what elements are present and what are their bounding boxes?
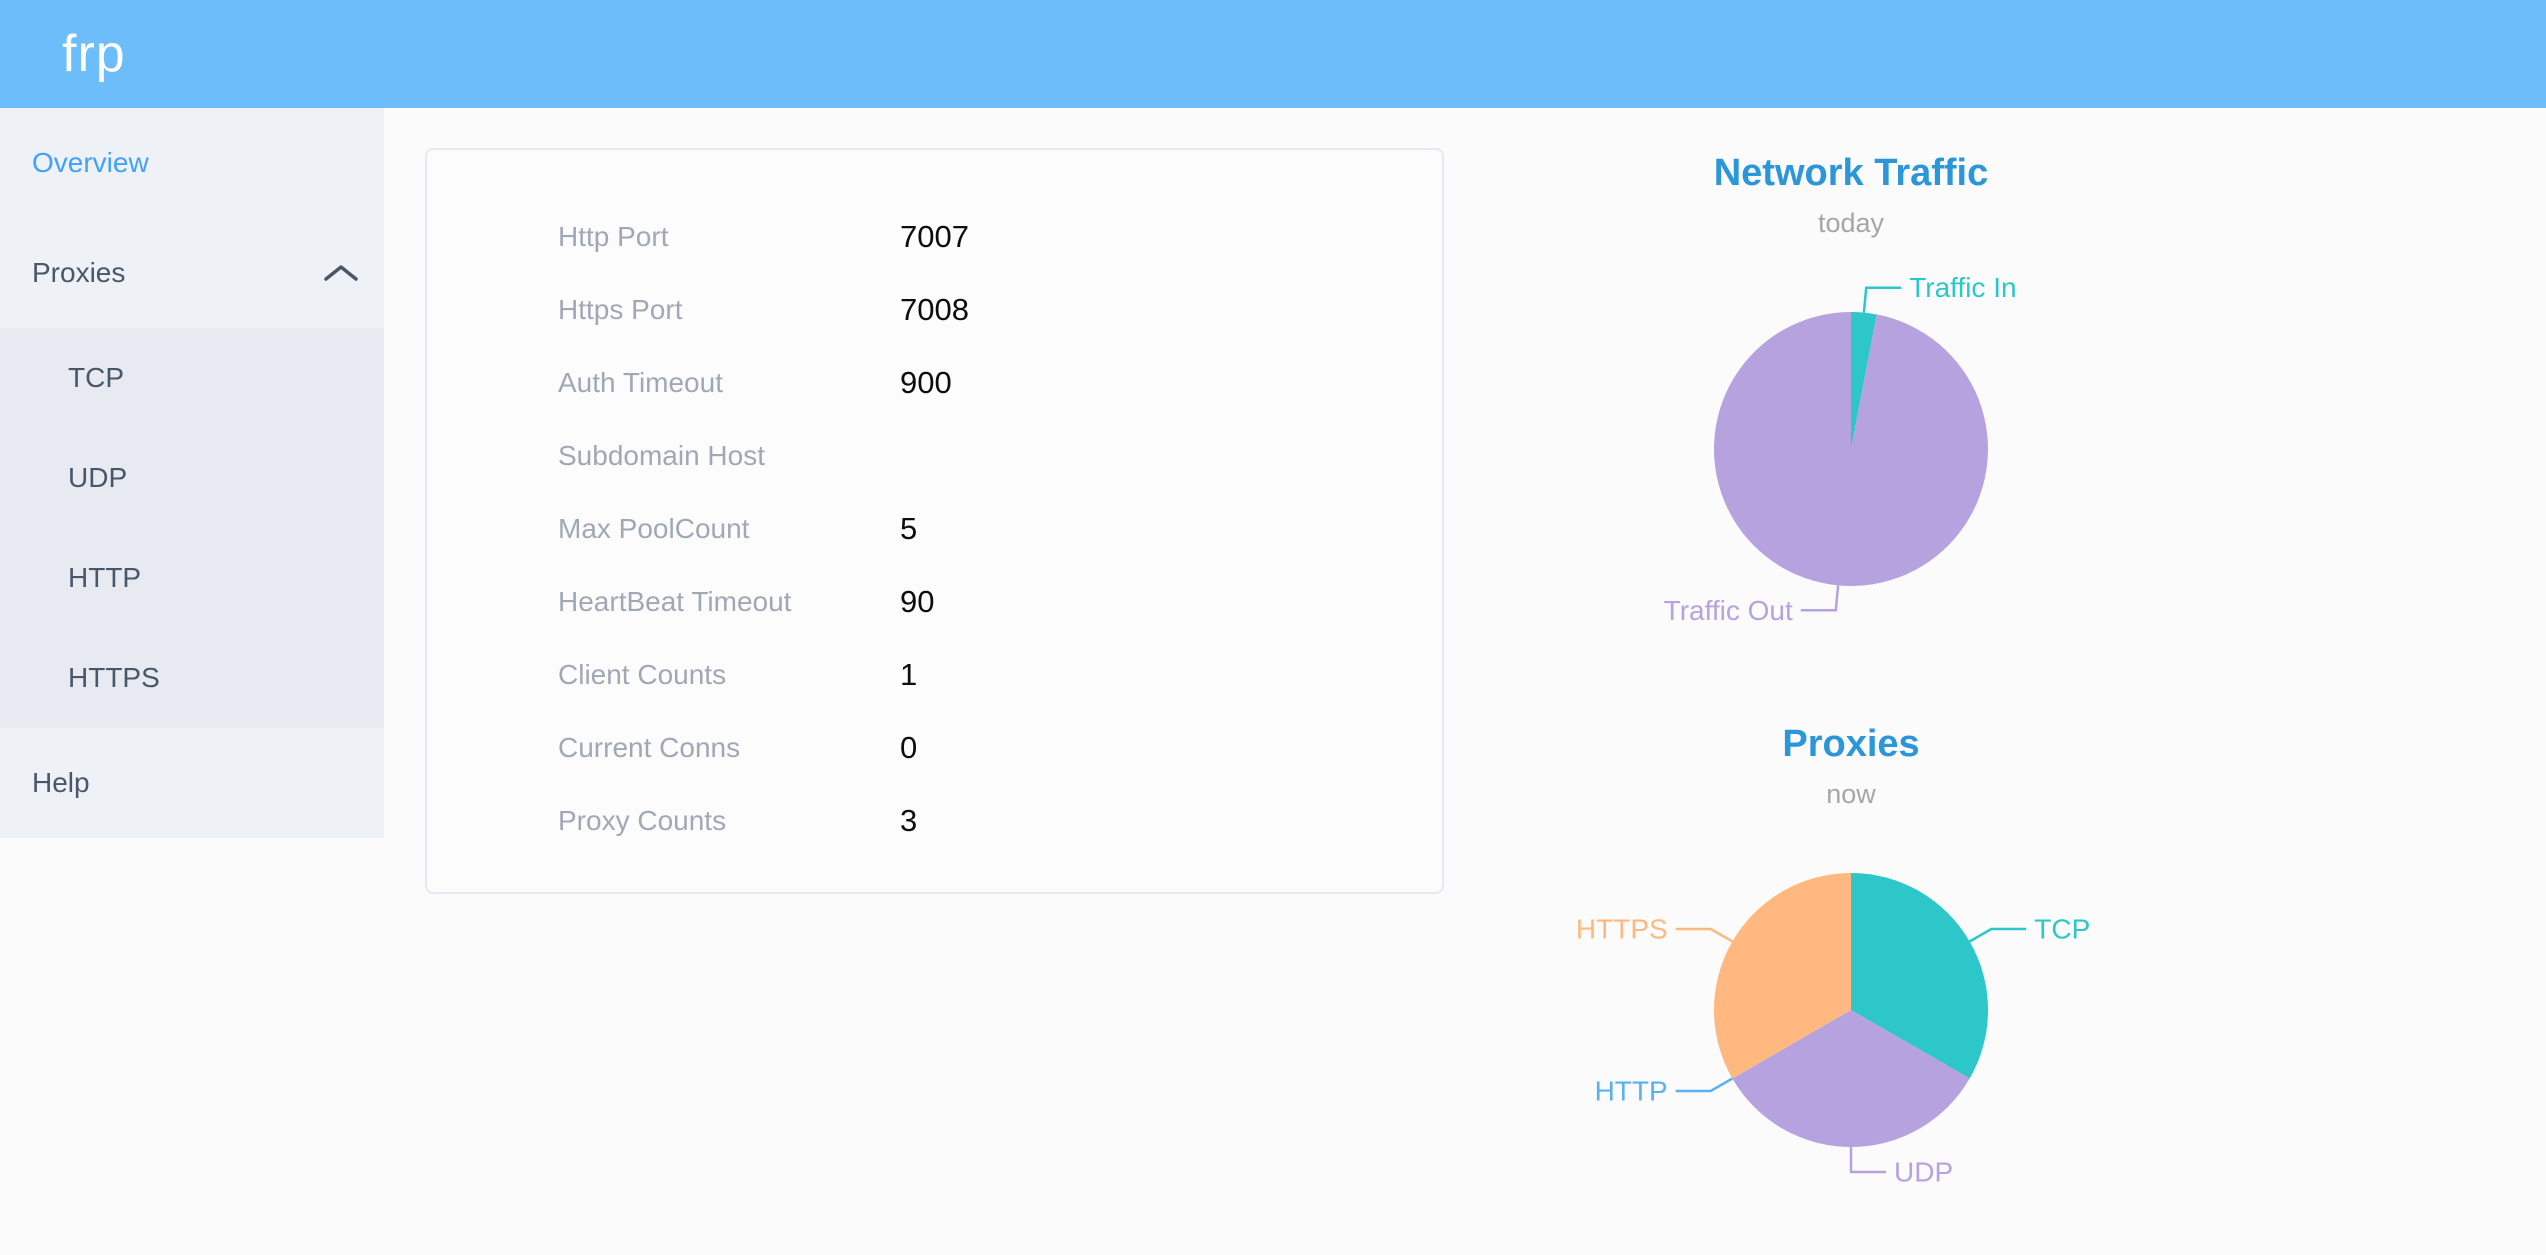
sidebar-item-https[interactable]: HTTPS xyxy=(0,628,384,728)
sidebar-item-label: TCP xyxy=(68,362,124,393)
chevron-up-icon xyxy=(324,257,358,289)
proxies-submenu: TCP UDP HTTP HTTPS xyxy=(0,328,384,728)
sidebar-item-label: UDP xyxy=(68,462,128,493)
table-row: Https Port 7008 xyxy=(427,273,1442,346)
proxies-chart: TCP UDP HTTP HTTPS xyxy=(1411,830,2291,1255)
pie-label-tcp: TCP xyxy=(2034,914,2090,945)
proxies-chart-title: Proxies xyxy=(1782,723,1920,765)
table-row: Current Conns 0 xyxy=(427,711,1442,784)
row-value: 7007 xyxy=(900,218,969,254)
sidebar-item-overview[interactable]: Overview xyxy=(0,108,384,218)
table-row: Max PoolCount 5 xyxy=(427,492,1442,565)
table-row: Proxy Counts 3 xyxy=(427,784,1442,857)
row-label: Http Port xyxy=(558,220,669,252)
row-label: Client Counts xyxy=(558,658,727,690)
proxies-chart-subtitle: now xyxy=(1826,779,1876,809)
overview-panel: Http Port 7007 Https Port 7008 Auth Timeout 9… xyxy=(425,148,1444,894)
network-traffic-chart: Traffic In Traffic Out xyxy=(1411,268,2291,693)
row-label: Proxy Counts xyxy=(558,804,727,836)
sidebar-item-http[interactable]: HTTP xyxy=(0,528,384,628)
row-label: Subdomain Host xyxy=(558,439,766,471)
sidebar-item-label: Overview xyxy=(32,147,149,178)
frp-logo: frp xyxy=(62,25,126,83)
pie-leader-https xyxy=(1675,927,1734,943)
row-label: Max PoolCount xyxy=(558,512,750,544)
row-value: 0 xyxy=(900,729,918,765)
sidebar-item-tcp[interactable]: TCP xyxy=(0,328,384,428)
pie-slice-https[interactable] xyxy=(1713,873,1851,1079)
pie-slice-tcp[interactable] xyxy=(1851,873,1989,1079)
sidebar-item-label: HTTP xyxy=(68,562,142,593)
header-bar: frp xyxy=(0,0,2546,108)
row-label: Https Port xyxy=(558,293,683,325)
pie-label-https: HTTPS xyxy=(1576,914,1668,945)
row-label: Auth Timeout xyxy=(558,366,723,398)
pie-leader-tcp xyxy=(1968,927,2027,943)
sidebar-item-label: Help xyxy=(32,767,90,798)
pie-slice-traffic-in[interactable] xyxy=(1851,312,1877,449)
table-row: Client Counts 1 xyxy=(427,638,1442,711)
row-value: 7008 xyxy=(900,291,969,327)
row-value: 5 xyxy=(900,510,918,546)
sidebar: Overview Proxies TCP UDP HTTP HTTPS Help xyxy=(0,108,384,838)
row-value: 3 xyxy=(900,802,918,838)
sidebar-item-help[interactable]: Help xyxy=(0,728,384,838)
sidebar-item-proxies[interactable]: Proxies xyxy=(0,218,384,328)
network-traffic-chart-subtitle: today xyxy=(1817,208,1885,238)
table-row: HeartBeat Timeout 90 xyxy=(427,565,1442,638)
pie-leader-traffic-in xyxy=(1862,286,1902,313)
sidebar-item-udp[interactable]: UDP xyxy=(0,428,384,528)
pie-label-traffic-in: Traffic In xyxy=(1909,272,2016,303)
row-label: Current Conns xyxy=(558,731,741,763)
row-value: 90 xyxy=(900,583,935,619)
row-value: 900 xyxy=(900,364,952,400)
pie-label-traffic-out: Traffic Out xyxy=(1664,595,1793,626)
pie-leader-udp xyxy=(1849,1147,1886,1174)
table-row: Subdomain Host xyxy=(427,419,1442,492)
table-row: Http Port 7007 xyxy=(427,200,1442,273)
sidebar-item-label: HTTPS xyxy=(68,662,160,693)
pie-leader-http xyxy=(1675,1077,1734,1093)
pie-leader-traffic-out xyxy=(1800,585,1840,612)
pie-slice-udp[interactable] xyxy=(1732,1010,1970,1148)
row-value: 1 xyxy=(900,656,918,692)
network-traffic-chart-title: Network Traffic xyxy=(1713,152,1989,194)
row-label: HeartBeat Timeout xyxy=(558,585,792,617)
pie-label-udp: UDP xyxy=(1894,1157,1953,1188)
sidebar-item-label: Proxies xyxy=(32,257,126,288)
table-row: Auth Timeout 900 xyxy=(427,346,1442,419)
pie-label-http: HTTP xyxy=(1595,1076,1668,1107)
pie-slice-traffic-out[interactable] xyxy=(1713,312,1988,586)
